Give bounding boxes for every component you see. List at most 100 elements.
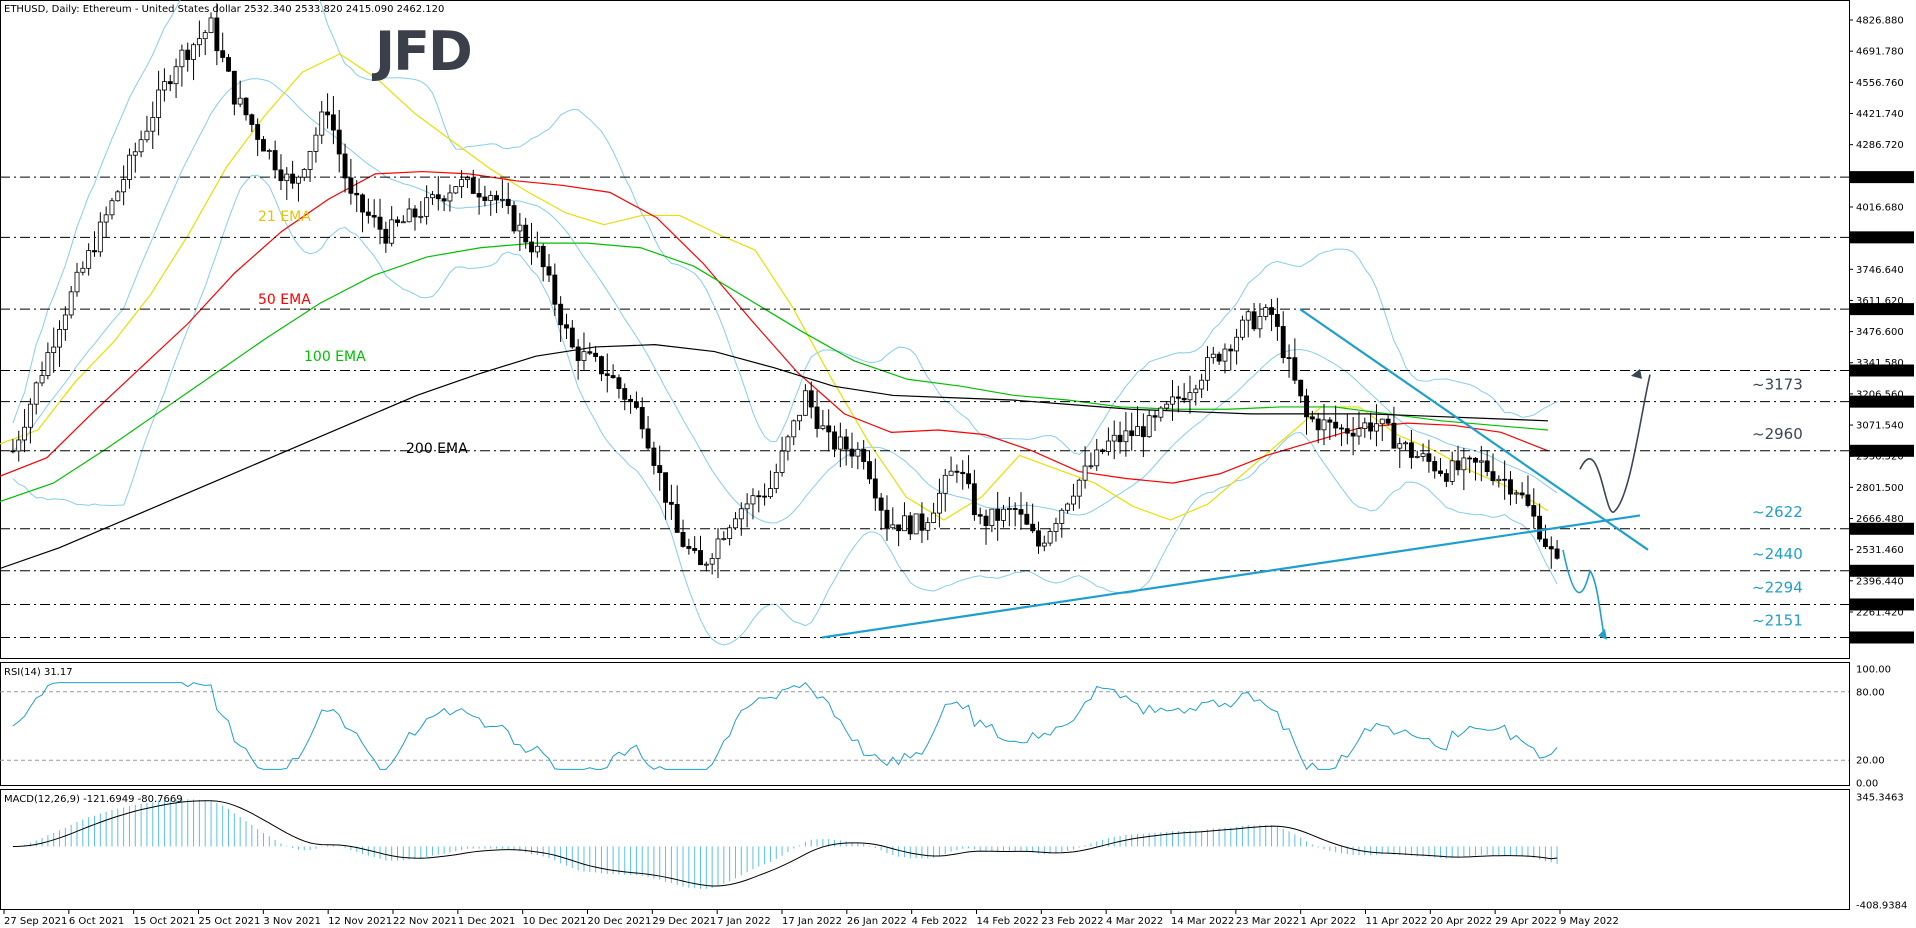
price-tick-label: 2396.440 [1856, 576, 1904, 587]
level-side-label: ~2960 [1752, 425, 1803, 443]
time-tick-label: 22 Nov 2021 [393, 916, 457, 927]
candle-body [1408, 442, 1414, 458]
price-tick-label: 3881.660 [1856, 234, 1904, 245]
candle-body [1426, 453, 1432, 462]
level-axis-label: 3173.000 [1854, 397, 1902, 408]
candle-body [57, 329, 62, 348]
candle-body [202, 32, 208, 40]
candle-body [971, 483, 977, 516]
candle-body [1438, 470, 1443, 474]
candle-body [1542, 538, 1548, 547]
time-tick-label: 14 Mar 2022 [1171, 916, 1234, 927]
ema-line-100 [0, 242, 1549, 503]
level-axis-label: 4146.000 [1854, 173, 1902, 184]
candle-body [1344, 428, 1350, 434]
candle-body [1280, 326, 1286, 359]
candle-body [1525, 494, 1531, 506]
macd-title: MACD(12,26,9) -121.6949 -80.7669 [4, 794, 183, 805]
candle-body [581, 351, 587, 361]
candle-body [960, 471, 966, 475]
candle-body [843, 436, 849, 450]
candle-body [80, 267, 86, 273]
candle-body [593, 352, 599, 357]
candle-body [715, 538, 721, 559]
level-axis-label: 2440.000 [1854, 566, 1902, 577]
candle-body [1210, 353, 1216, 359]
candle-body [849, 448, 855, 457]
candle-body [418, 215, 424, 218]
candle-body [296, 176, 301, 184]
time-tick-label: 9 May 2022 [1560, 916, 1619, 927]
candle-body [1140, 426, 1146, 438]
candle-body [651, 447, 657, 466]
candle-body [1059, 509, 1065, 524]
candle-body [185, 49, 191, 60]
candle-body [33, 382, 39, 405]
level-axis-box [1850, 364, 1914, 377]
candle-body [802, 390, 808, 416]
rsi-line [12, 681, 1558, 771]
candle-body [1006, 508, 1012, 510]
candle-body [406, 208, 412, 223]
candle-body [1024, 513, 1030, 525]
candle-body [1036, 530, 1041, 547]
candle-body [1245, 311, 1251, 321]
candle-body [1513, 492, 1519, 495]
level-axis-label: 3574.000 [1854, 305, 1902, 316]
candle-body [290, 173, 296, 184]
candle-body [826, 425, 832, 433]
candle-body [727, 527, 733, 539]
level-axis-label: 2294.000 [1854, 600, 1902, 611]
candle-body [1554, 548, 1560, 559]
candle-body [336, 129, 342, 155]
time-tick-label: 23 Mar 2022 [1236, 916, 1299, 927]
candle-body [1105, 440, 1111, 452]
candle-body [511, 205, 517, 232]
candle-body [1420, 453, 1426, 457]
candle-body [750, 495, 756, 505]
candle-body [628, 398, 634, 403]
candle-body [1065, 503, 1071, 511]
candle-body [109, 200, 115, 216]
candle-body [325, 111, 331, 116]
time-tick-label: 25 Oct 2021 [199, 916, 261, 927]
candle-body [1152, 415, 1158, 418]
candle-body [249, 114, 255, 125]
candle-body [505, 198, 511, 206]
candle-body [645, 428, 651, 449]
level-axis-label: 2151.000 [1854, 633, 1902, 644]
candle-body [552, 274, 558, 305]
candle-body [604, 373, 610, 376]
candle-body [1170, 396, 1175, 405]
candle-body [989, 508, 995, 527]
candle-body [226, 57, 231, 72]
candle-body [814, 406, 820, 429]
support-trendline [821, 514, 1641, 639]
candle-body [1449, 460, 1455, 482]
candle-body [762, 495, 768, 498]
price-tick-label: 3341.580 [1856, 358, 1904, 369]
price-tick-label: 2936.520 [1856, 452, 1904, 463]
candle-body [354, 192, 360, 196]
bollinger-middle [12, 78, 1558, 524]
rsi-title: RSI(14) 31.17 [4, 667, 73, 678]
chart-title: ETHUSD, Daily: Ethereum - United States … [4, 4, 444, 15]
candle-body [237, 97, 243, 105]
candle-body [1292, 357, 1298, 381]
candle-body [983, 515, 989, 527]
candle-body [534, 245, 540, 253]
candle-body [878, 497, 884, 511]
price-tick-label: 3746.640 [1856, 265, 1904, 276]
candle-body [121, 179, 127, 193]
candle-body [191, 44, 196, 60]
candle-body [1502, 478, 1508, 481]
candle-body [1071, 495, 1076, 505]
candle-body [150, 117, 156, 132]
candle-body [1519, 492, 1525, 496]
candle-body [62, 314, 68, 330]
time-tick-label: 26 Jan 2022 [847, 916, 907, 927]
bollinger-upper [12, 0, 1558, 456]
time-tick-label: 20 Dec 2021 [588, 916, 652, 927]
candle-body [1374, 423, 1379, 432]
candle-body [435, 194, 441, 200]
